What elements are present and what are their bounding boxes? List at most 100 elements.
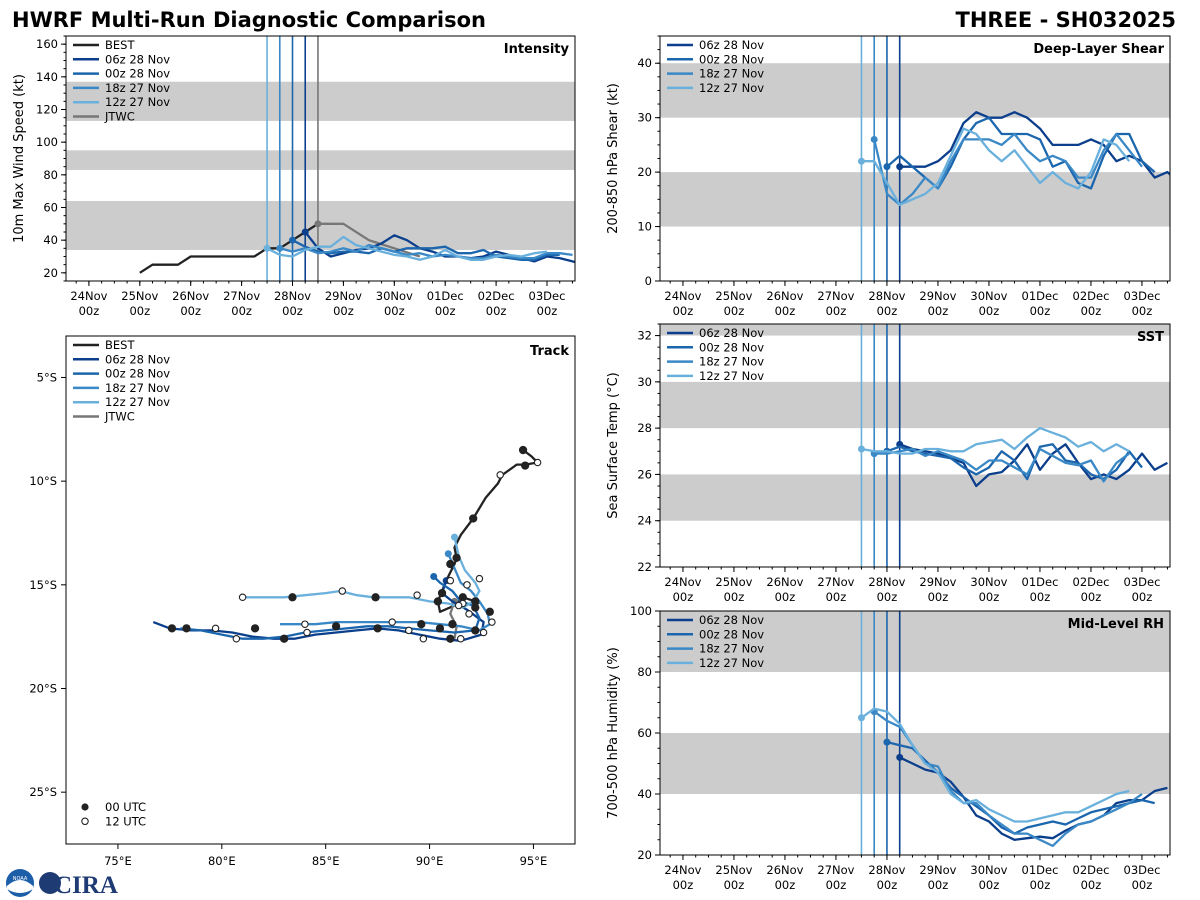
x-tick-label-hour: 00z (724, 590, 745, 604)
x-tick-label-hour: 00z (979, 590, 1000, 604)
track-marker-12utc (338, 587, 347, 595)
init-point (883, 163, 891, 171)
track-background (66, 336, 575, 844)
legend-label: 12z 27 Nov (699, 369, 764, 383)
track-marker-00utc (446, 559, 455, 569)
x-tick-label-hour: 00z (673, 878, 694, 892)
y-tick-label: 20°S (29, 681, 57, 695)
y-tick-label: 40 (43, 233, 58, 247)
noaa-logo-text: NOAA (13, 876, 28, 882)
x-tick-label-hour: 00z (724, 304, 745, 318)
x-tick-label-date: 26Nov (172, 289, 209, 303)
x-tick-label-date: 27Nov (817, 289, 854, 303)
y-tick-label: 10°S (29, 474, 57, 488)
y-tick-label: 40 (637, 56, 652, 70)
y-tick-label: 0 (645, 274, 652, 288)
track-marker-00utc (250, 624, 260, 633)
storm-id: THREE - SH032025 (956, 8, 1176, 32)
legend-label: JTWC (104, 410, 135, 424)
series-line (861, 127, 1131, 206)
panel-title: Deep-Layer Shear (1033, 42, 1164, 57)
track-marker-00utc (279, 634, 289, 643)
y-tick-label: 160 (36, 37, 58, 51)
x-tick-label-hour: 00z (1030, 878, 1051, 892)
x-tick-label-date: 26Nov (766, 575, 803, 589)
x-tick-label-date: 01Dec (1022, 575, 1059, 589)
y-axis-label: 200-850 hPa Shear (kt) (606, 83, 621, 234)
track-marker-12utc (479, 628, 488, 637)
axes-frame (65, 335, 576, 845)
x-tick-label-hour: 00z (877, 878, 898, 892)
legend-label: 00z 28 Nov (699, 52, 764, 66)
x-tick-label-hour: 00z (724, 878, 745, 892)
cira-logo-text: CIRA (54, 872, 118, 899)
y-tick-label: 100 (630, 604, 652, 618)
x-tick-label-date: 01Dec (427, 289, 464, 303)
legend-label: 06z 28 Nov (105, 52, 170, 66)
init-point (870, 135, 878, 143)
x-tick-label-date: 27Nov (817, 575, 854, 589)
x-tick-label: 80°E (208, 854, 236, 868)
legend-label: 18z 27 Nov (105, 81, 170, 95)
track-marker-00utc (471, 603, 480, 612)
track-marker-00utc (518, 445, 528, 455)
x-tick-label-date: 30Nov (376, 289, 413, 303)
track-marker-00utc (433, 597, 443, 606)
x-tick-label-date: 24Nov (664, 289, 701, 303)
x-tick-label-hour: 00z (79, 304, 100, 318)
shaded-band (660, 381, 1170, 429)
track-marker-00utc (485, 607, 494, 616)
y-tick-label: 20 (43, 266, 58, 280)
y-tick-label: 30 (637, 111, 652, 125)
shaded-band (66, 81, 575, 121)
shear-plot-area (660, 36, 1170, 281)
x-tick-label-hour: 00z (826, 590, 847, 604)
y-tick-label: 22 (637, 560, 652, 574)
x-tick-label-hour: 00z (180, 304, 201, 318)
y-axis-label: Sea Surface Temp (°C) (606, 372, 621, 519)
legend-label: 00z 28 Nov (105, 67, 170, 81)
track-marker-00utc (182, 624, 191, 633)
track-marker-12utc (388, 618, 396, 626)
init-point (301, 228, 309, 236)
y-tick-label: 120 (36, 103, 58, 117)
track-marker-12utc (405, 626, 413, 635)
legend-label: 12z 27 Nov (105, 395, 170, 409)
x-tick-label-date: 29Nov (919, 575, 956, 589)
x-tick-label-date: 25Nov (121, 289, 158, 303)
x-tick-label-hour: 00z (928, 590, 949, 604)
x-tick-label-hour: 00z (877, 304, 898, 318)
shear-panel: 01020304024Nov00z25Nov00z26Nov00z27Nov00… (606, 35, 1171, 318)
track-init-point (430, 573, 438, 581)
panel-title: Intensity (504, 42, 570, 57)
track-marker-12utc (533, 458, 542, 467)
legend-label: 00z 28 Nov (105, 367, 170, 381)
y-tick-label: 20 (637, 165, 652, 179)
intensity-panel: 2040608010012014016024Nov00z25Nov00z26No… (12, 35, 576, 318)
legend-label: 12z 27 Nov (105, 95, 170, 109)
series-line (318, 222, 421, 258)
legend-label: 12z 27 Nov (699, 656, 764, 670)
shaded-band (660, 63, 1170, 118)
x-tick-label-hour: 00z (775, 590, 796, 604)
sst-plot-area (660, 324, 1170, 567)
init-point (276, 244, 284, 252)
x-tick-label-hour: 00z (486, 304, 507, 318)
track-marker-00utc (471, 626, 480, 635)
series-line (139, 222, 319, 274)
x-tick-label-date: 25Nov (715, 863, 752, 877)
cira-logo: NOAA CIRA (6, 869, 118, 899)
init-point (314, 220, 322, 228)
track-marker-12utc (238, 593, 247, 602)
x-tick-label-hour: 00z (1132, 878, 1153, 892)
noaa-logo-wave (7, 880, 33, 893)
x-tick-label-date: 28Nov (274, 289, 311, 303)
x-tick-label-date: 01Dec (1022, 289, 1059, 303)
track-line (242, 536, 481, 609)
x-tick-label-date: 28Nov (868, 289, 905, 303)
y-tick-label: 60 (43, 201, 58, 215)
legend-label: 06z 28 Nov (699, 38, 764, 52)
legend-label: 06z 28 Nov (105, 352, 170, 366)
track-plot-area (66, 336, 575, 844)
x-tick-label-hour: 00z (384, 304, 405, 318)
